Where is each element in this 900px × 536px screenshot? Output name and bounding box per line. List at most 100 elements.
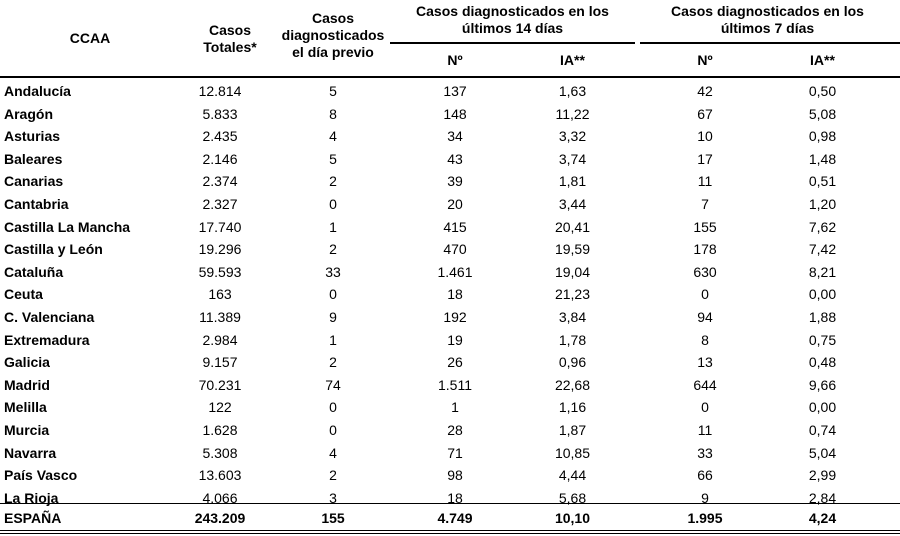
row-num-7: 11 — [697, 173, 713, 190]
table-row: Madrid 70.231 74 1.511 22,68 644 9,66 — [0, 374, 900, 397]
row-num-7: 155 — [693, 218, 717, 235]
row-num-14: 28 — [447, 421, 463, 438]
row-ia-14: 11,22 — [555, 105, 590, 122]
row-casos-totales: 163 — [208, 286, 232, 303]
row-casos-totales: 4.066 — [202, 489, 238, 506]
total-num-7: 1.995 — [687, 510, 723, 526]
row-casos-totales: 9.157 — [202, 354, 238, 371]
row-num-7: 644 — [693, 376, 717, 393]
row-num-7: 33 — [697, 444, 713, 461]
row-num-7: 0 — [701, 286, 709, 303]
row-casos-totales: 2.374 — [202, 173, 238, 190]
row-ia-14: 1,63 — [558, 83, 587, 99]
row-num-7: 66 — [697, 467, 713, 484]
table-body: Andalucía 12.814 5 137 1,63 42 0,50 Aragón 5.833… — [0, 80, 900, 509]
row-ia-7: 0,51 — [808, 173, 837, 190]
row-casos-totales: 70.231 — [198, 376, 242, 393]
row-num-14: 1 — [451, 399, 459, 416]
header-ultimos-14-dias: Casos diagnosticados en los últimos 14 d… — [416, 3, 609, 36]
table-row: Navarra 5.308 4 71 10,85 33 5,04 — [0, 442, 900, 465]
row-ia-14: 1,81 — [558, 173, 587, 190]
row-ia-7: 0,74 — [808, 421, 837, 438]
row-ia-7: 0,75 — [808, 331, 837, 348]
row-ia-7: 5,04 — [808, 444, 837, 461]
row-ia-7: 0,00 — [808, 399, 837, 416]
row-ia-14: 3,32 — [558, 128, 587, 145]
table-row: Aragón 5.833 8 148 11,22 67 5,08 — [0, 103, 900, 126]
subheader-divider-7 — [640, 42, 900, 44]
row-ia-7: 5,08 — [808, 105, 837, 122]
total-ia-7: 4,24 — [808, 510, 837, 526]
row-ia-7: 1,48 — [808, 150, 837, 167]
row-num-7: 9 — [701, 489, 709, 506]
header-ia-14: IA** — [560, 52, 585, 68]
row-ia-14: 1,78 — [558, 331, 587, 348]
row-dia-previo: 4 — [329, 444, 337, 461]
row-dia-previo: 1 — [329, 218, 337, 235]
row-ccaa: C. Valenciana — [4, 308, 95, 325]
row-ia-14: 19,04 — [554, 263, 591, 280]
header-ultimos-7-dias: Casos diagnosticados en los últimos 7 dí… — [671, 3, 864, 36]
row-num-7: 7 — [701, 195, 709, 212]
header-ia-7: IA** — [810, 52, 835, 68]
total-dia-previo: 155 — [321, 510, 345, 526]
row-casos-totales: 59.593 — [198, 263, 242, 280]
row-dia-previo: 4 — [329, 128, 337, 145]
row-ia-14: 3,74 — [558, 150, 587, 167]
row-ia-7: 8,21 — [808, 263, 837, 280]
row-num-7: 10 — [697, 128, 713, 145]
row-num-14: 192 — [443, 308, 467, 325]
row-casos-totales: 19.296 — [198, 241, 242, 258]
row-casos-totales: 2.327 — [202, 195, 238, 212]
row-ia-14: 10,85 — [554, 444, 591, 461]
row-num-7: 17 — [697, 150, 713, 167]
row-dia-previo: 33 — [325, 263, 341, 280]
table-row: Melilla 122 0 1 1,16 0 0,00 — [0, 396, 900, 419]
row-ia-7: 2,84 — [808, 489, 837, 506]
row-ccaa: Castilla La Mancha — [4, 218, 131, 235]
bottom-rule-2 — [0, 533, 900, 534]
row-ia-7: 1,20 — [808, 195, 837, 212]
row-casos-totales: 1.628 — [202, 421, 238, 438]
row-ccaa: La Rioja — [4, 489, 59, 506]
row-num-7: 94 — [697, 308, 713, 325]
table-row: Extremadura 2.984 1 19 1,78 8 0,75 — [0, 329, 900, 352]
row-casos-totales: 5.833 — [202, 105, 238, 122]
row-num-14: 148 — [443, 105, 467, 122]
row-num-7: 630 — [693, 263, 717, 280]
row-casos-totales: 2.435 — [202, 128, 238, 145]
row-dia-previo: 74 — [325, 376, 341, 393]
row-ia-14: 1,87 — [558, 421, 587, 438]
row-ccaa: Extremadura — [4, 331, 90, 348]
row-ia-14: 22,68 — [554, 376, 591, 393]
row-ccaa: Baleares — [4, 150, 63, 167]
row-ia-7: 9,66 — [808, 376, 837, 393]
row-ccaa: Canarias — [4, 173, 64, 190]
row-dia-previo: 2 — [329, 467, 337, 484]
row-ccaa: Andalucía — [4, 83, 71, 99]
row-num-14: 1.461 — [437, 263, 473, 280]
row-num-14: 26 — [447, 354, 463, 371]
row-num-14: 1.511 — [438, 376, 472, 393]
row-ia-7: 0,50 — [808, 83, 837, 99]
table-row: País Vasco 13.603 2 98 4,44 66 2,99 — [0, 464, 900, 487]
row-casos-totales: 13.603 — [198, 467, 242, 484]
row-casos-totales: 17.740 — [198, 218, 242, 235]
row-dia-previo: 9 — [329, 308, 337, 325]
total-row: ESPAÑA 243.209 155 4.749 10,10 1.995 4,2… — [0, 507, 900, 529]
row-num-14: 18 — [447, 286, 463, 303]
header-num-14: Nº — [447, 52, 463, 68]
table-row: Asturias 2.435 4 34 3,32 10 0,98 — [0, 125, 900, 148]
row-num-14: 71 — [447, 444, 463, 461]
row-num-7: 67 — [697, 105, 713, 122]
header-diagnosticados-dia-previo: Casos diagnosticados el día previo — [281, 10, 385, 60]
row-ia-7: 0,00 — [808, 286, 837, 303]
row-casos-totales: 2.984 — [202, 331, 238, 348]
row-ccaa: Castilla y León — [4, 241, 103, 258]
table-row: Castilla y León 19.296 2 470 19,59 178 7,42 — [0, 238, 900, 261]
table-row: Canarias 2.374 2 39 1,81 11 0,51 — [0, 170, 900, 193]
row-casos-totales: 12.814 — [198, 83, 242, 99]
row-dia-previo: 5 — [329, 83, 337, 99]
row-num-14: 39 — [447, 173, 463, 190]
row-num-14: 415 — [443, 218, 467, 235]
